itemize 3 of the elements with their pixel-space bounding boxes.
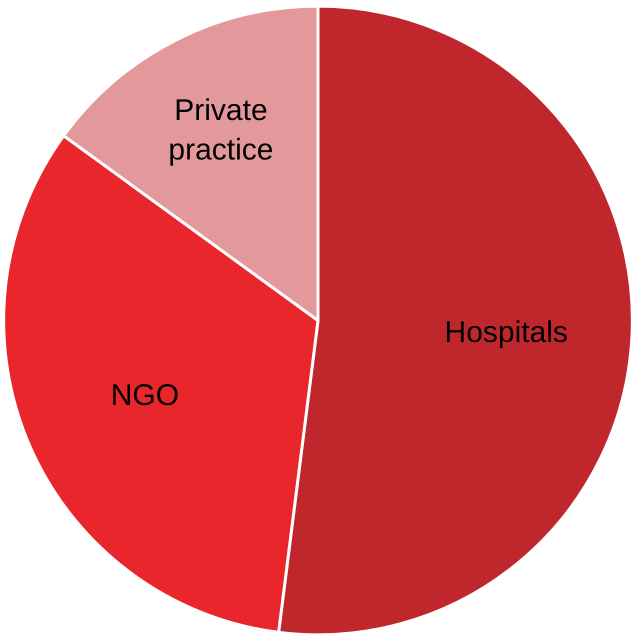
slice-label: Hospitals (444, 316, 568, 349)
slice-label: NGO (110, 378, 180, 412)
slice-label: Private practice (168, 94, 274, 167)
